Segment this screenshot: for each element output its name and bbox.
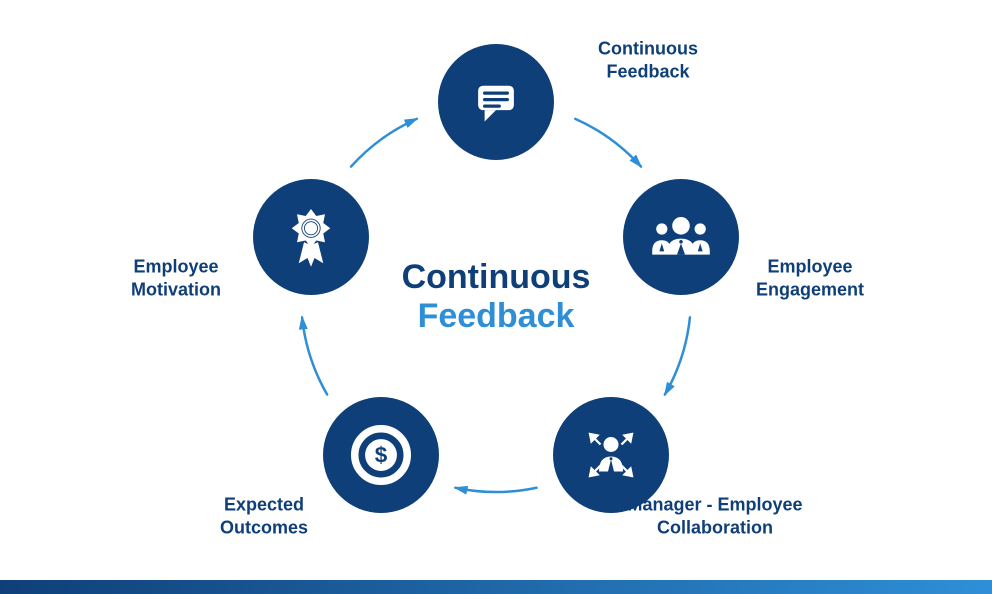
bottom-gradient-bar bbox=[0, 580, 992, 594]
cycle-label-outcomes: Expected Outcomes bbox=[220, 494, 308, 539]
cycle-label-collaboration: Manager - Employee Collaboration bbox=[627, 494, 802, 539]
chat-icon bbox=[470, 76, 522, 128]
cycle-node-motivation bbox=[253, 179, 369, 295]
manager-icon bbox=[581, 425, 641, 485]
cycle-label-engagement: Employee Engagement bbox=[756, 256, 864, 301]
center-title: Continuous Feedback bbox=[402, 258, 591, 336]
cycle-node-feedback bbox=[438, 44, 554, 160]
ribbon-icon bbox=[283, 205, 339, 269]
cycle-node-engagement bbox=[623, 179, 739, 295]
cycle-node-outcomes: $ bbox=[323, 397, 439, 513]
dollar-icon: $ bbox=[351, 425, 411, 485]
cycle-label-feedback: Continuous Feedback bbox=[598, 38, 698, 83]
center-title-line1: Continuous bbox=[402, 258, 591, 297]
center-title-line2: Feedback bbox=[402, 297, 591, 336]
continuous-feedback-cycle: Continuous Feedback Continuous Feedback … bbox=[0, 0, 992, 594]
group-icon bbox=[649, 211, 713, 263]
cycle-arrow-head bbox=[664, 382, 675, 396]
svg-text:$: $ bbox=[375, 442, 388, 467]
cycle-arrow-head bbox=[404, 118, 419, 128]
cycle-label-motivation: Employee Motivation bbox=[131, 256, 221, 301]
cycle-arrow-head bbox=[454, 486, 469, 495]
cycle-arrow bbox=[455, 488, 536, 492]
